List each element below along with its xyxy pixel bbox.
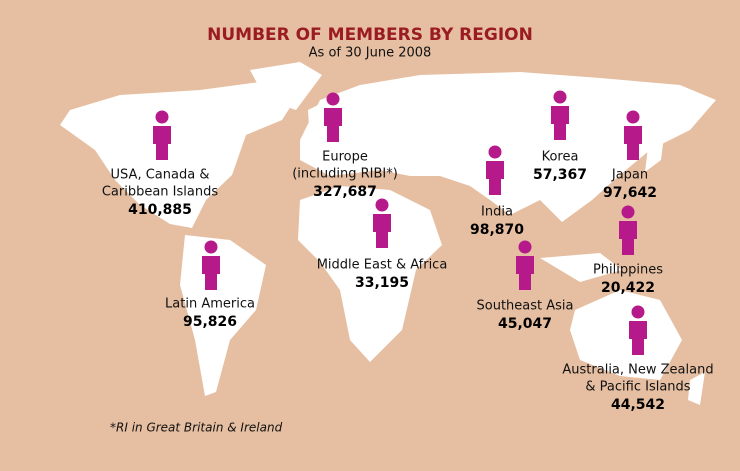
region-name: Philippines: [593, 263, 663, 278]
member-count: 97,642: [603, 185, 657, 201]
member-count: 20,422: [601, 280, 655, 296]
person-icon-body: [486, 161, 504, 195]
person-icon-head: [621, 205, 635, 219]
member-count: 57,367: [533, 167, 587, 183]
person-icon-head: [375, 198, 389, 212]
region-name: India: [481, 205, 513, 220]
footnote: *RI in Great Britain & Ireland: [110, 421, 283, 435]
member-count: 33,195: [355, 275, 409, 291]
region-name: (including RIBI*): [292, 167, 398, 182]
person-icon-head: [518, 240, 532, 254]
person-icon-body: [153, 126, 171, 160]
member-count: 327,687: [313, 184, 377, 200]
region-name: Korea: [542, 150, 579, 165]
title: NUMBER OF MEMBERS BY REGION: [207, 25, 533, 45]
world-map: [60, 62, 716, 405]
person-icon-body: [516, 256, 534, 290]
person-icon-head: [631, 305, 645, 319]
region-name: Caribbean Islands: [102, 185, 219, 200]
region-name: USA, Canada &: [111, 168, 210, 183]
person-icon-body: [629, 321, 647, 355]
person-icon-head: [326, 92, 340, 106]
region-name: Latin America: [165, 297, 255, 312]
subtitle: As of 30 June 2008: [309, 46, 432, 61]
person-icon-body: [324, 108, 342, 142]
person-icon-body: [202, 256, 220, 290]
person-icon-head: [553, 90, 567, 104]
person-icon-head: [204, 240, 218, 254]
region-name: Middle East & Africa: [317, 258, 448, 273]
region-name: & Pacific Islands: [585, 380, 690, 395]
member-count: 45,047: [498, 316, 552, 332]
region-name: Australia, New Zealand: [562, 363, 713, 378]
person-icon-head: [488, 145, 502, 159]
person-icon-body: [373, 214, 391, 248]
region-name: Europe: [322, 150, 368, 165]
person-icon-body: [624, 126, 642, 160]
member-count: 44,542: [611, 397, 665, 413]
region-name: Southeast Asia: [477, 299, 574, 314]
person-icon-body: [619, 221, 637, 255]
member-count: 95,826: [183, 314, 237, 330]
region-name: Japan: [611, 168, 648, 183]
person-icon-body: [551, 106, 569, 140]
member-count: 410,885: [128, 202, 192, 218]
person-icon-head: [626, 110, 640, 124]
person-icon-head: [155, 110, 169, 124]
member-count: 98,870: [470, 222, 524, 238]
